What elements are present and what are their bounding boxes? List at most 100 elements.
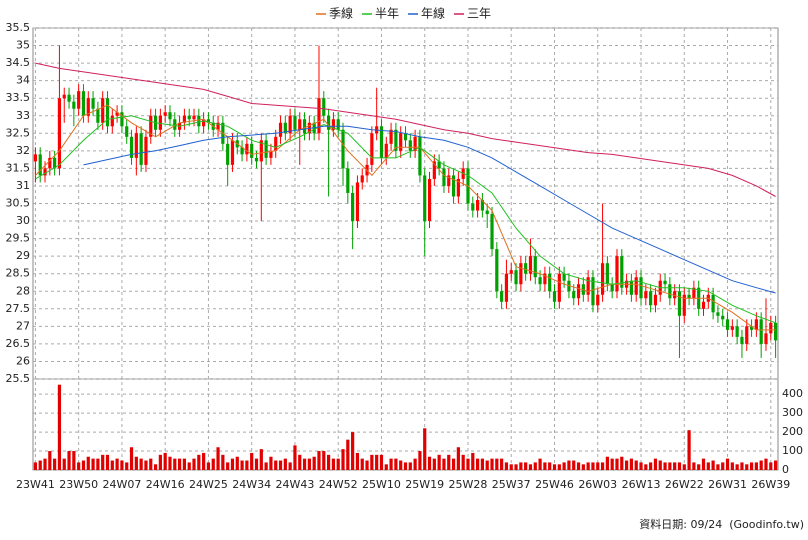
volume-bar <box>375 454 379 470</box>
candle-body <box>773 322 778 341</box>
candle-body <box>557 273 561 302</box>
candle-body <box>341 129 345 169</box>
volume-bar <box>562 462 566 470</box>
candle-body <box>576 284 581 299</box>
volume-bar <box>110 460 114 470</box>
candle-body <box>653 294 658 306</box>
ma-line <box>35 104 776 331</box>
volume-bar <box>187 462 191 470</box>
candle-body <box>139 133 143 165</box>
candle-body <box>740 336 744 344</box>
volume-bar <box>456 447 460 470</box>
volume-bar <box>504 462 509 470</box>
candle-body <box>437 161 441 169</box>
x-tick-label: 26W39 <box>751 478 790 491</box>
volume-bar <box>33 462 38 470</box>
y2-tick-label: 100 <box>782 444 803 457</box>
candle-body <box>629 280 634 295</box>
candle-body <box>562 273 566 281</box>
volume-bar <box>754 462 758 470</box>
volume-bar <box>538 458 542 470</box>
y2-tick-label: 0 <box>782 463 789 476</box>
volume-bar <box>331 458 336 470</box>
candle-body <box>596 294 600 306</box>
x-tick-label: 24W16 <box>146 478 185 491</box>
volume-bar <box>610 458 614 470</box>
volume-bar <box>581 464 585 470</box>
volume-bar <box>346 439 350 470</box>
volume-bar <box>182 458 187 470</box>
candle-body <box>701 301 706 309</box>
volume-bar <box>370 454 374 470</box>
candle-body <box>43 168 47 176</box>
x-tick-label: 24W52 <box>319 478 358 491</box>
volume-bar <box>639 462 643 470</box>
candle-body <box>38 154 42 176</box>
volume-bar <box>591 462 595 470</box>
plot-area <box>32 27 779 471</box>
candle-body <box>283 122 287 134</box>
volume-bar <box>326 454 331 470</box>
x-tick-label: 26W31 <box>708 478 747 491</box>
volume-bar <box>173 458 177 470</box>
candle-body <box>600 263 605 295</box>
volume-bar <box>461 454 465 470</box>
volume-bar <box>312 456 316 470</box>
x-tick-label: 25W28 <box>449 478 488 491</box>
volume-bar <box>615 458 619 470</box>
candle-body <box>764 333 768 344</box>
candle-body <box>442 168 446 186</box>
y-tick-label: 28 <box>16 284 30 297</box>
volume-bar <box>360 458 364 470</box>
volume-bar <box>197 454 201 470</box>
candle-body <box>182 115 187 123</box>
candle-body <box>533 256 537 278</box>
candle-body <box>543 273 547 285</box>
volume-bar <box>740 462 744 470</box>
candle-body <box>173 119 177 130</box>
candle-body <box>735 326 739 337</box>
candle-body <box>192 115 196 120</box>
y-tick-label: 28.5 <box>6 267 31 280</box>
volume-bar <box>379 454 384 470</box>
candle-body <box>725 319 730 330</box>
volume-bar <box>759 460 763 470</box>
x-tick-label: 23W50 <box>59 478 98 491</box>
x-tick-label: 24W25 <box>189 478 228 491</box>
volume-bar <box>711 460 715 470</box>
candle-body <box>677 291 682 316</box>
volume-bar <box>211 458 215 470</box>
volume-bar <box>168 456 172 470</box>
volume-bar <box>451 458 456 470</box>
y-tick-label: 30.5 <box>6 197 31 210</box>
volume-bar <box>735 464 739 470</box>
volume-bar <box>653 458 658 470</box>
candle-body <box>538 277 542 285</box>
candle-body <box>427 178 432 222</box>
candle-body <box>403 133 408 141</box>
volume-bar <box>620 456 624 470</box>
y-tick-label: 25.5 <box>6 372 31 385</box>
candle-body <box>322 98 326 116</box>
volume-bar <box>480 458 485 470</box>
volume-bar <box>115 458 119 470</box>
candle-body <box>490 214 494 250</box>
volume-bar <box>423 428 427 470</box>
volume-bar <box>543 462 547 470</box>
volume-bar <box>682 464 686 470</box>
volume-bar <box>721 462 725 470</box>
volume-bar <box>336 458 340 470</box>
volume-bar <box>745 464 749 470</box>
volume-bar <box>403 462 408 470</box>
candle-body <box>129 136 134 158</box>
candle-body <box>394 129 398 151</box>
volume-bar <box>259 449 263 470</box>
candle-body <box>72 101 76 109</box>
volume-bar <box>57 384 62 470</box>
candle-body <box>687 294 691 299</box>
candle-body <box>673 291 677 299</box>
volume-bar <box>298 454 302 470</box>
volume-bar <box>77 462 81 470</box>
candle-body <box>730 326 734 330</box>
y-tick-label: 27 <box>16 319 30 332</box>
